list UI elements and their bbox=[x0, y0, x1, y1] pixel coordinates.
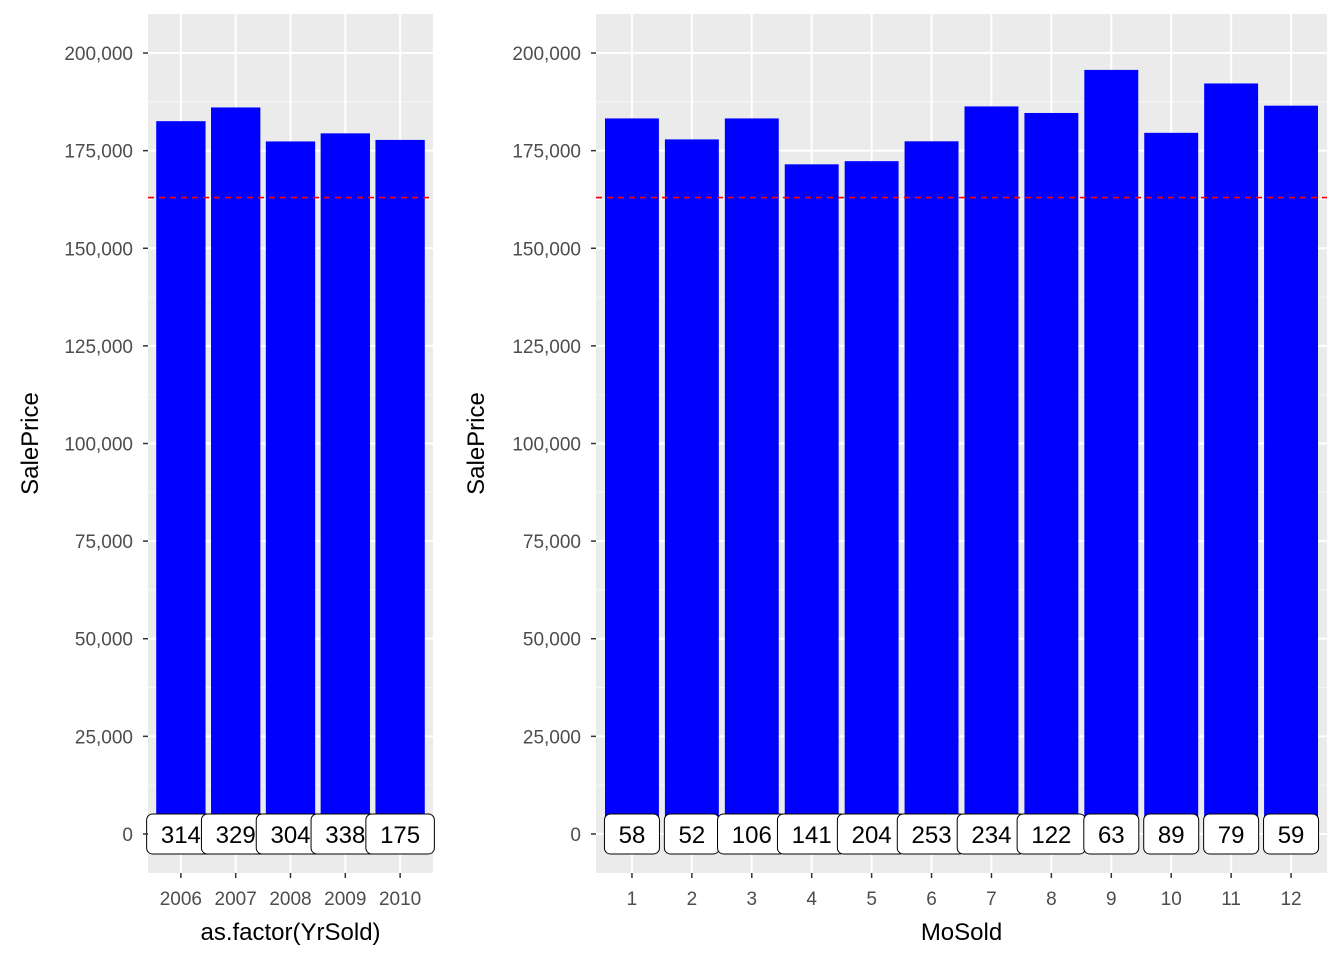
chart-mosold: 58 52 106 141 204 253 234 122 63 89 79 59025,00050,… bbox=[463, 14, 1327, 946]
x-axis-title: as.factor(YrSold) bbox=[200, 919, 380, 946]
count-label: 204 bbox=[852, 822, 892, 849]
y-axis-title: SalePrice bbox=[17, 392, 44, 495]
count-label: 79 bbox=[1218, 822, 1245, 849]
bar-12 bbox=[1264, 105, 1319, 834]
chart-yrsold: 314 329 304 338 175 0 25,000 50,000 75,000 100,00… bbox=[17, 14, 435, 946]
count-label: 338 bbox=[325, 822, 365, 849]
x-tick-label: 9 bbox=[1106, 889, 1117, 910]
x-tick-label: 8 bbox=[1046, 889, 1057, 910]
bar-3 bbox=[724, 118, 779, 834]
bar-2010 bbox=[375, 139, 425, 834]
count-label: 106 bbox=[732, 822, 772, 849]
x-tick-label: 2 bbox=[687, 889, 698, 910]
x-tick-label: 10 bbox=[1161, 889, 1182, 910]
bar-8 bbox=[1024, 112, 1079, 834]
bar-7 bbox=[964, 106, 1019, 834]
y-tick-label: 100,000 bbox=[64, 435, 133, 456]
y-axis-title: SalePrice bbox=[463, 392, 490, 495]
count-label-box bbox=[1083, 813, 1140, 855]
y-tick-label: 50,000 bbox=[523, 630, 581, 651]
y-tick-label: 100,000 bbox=[512, 435, 581, 456]
x-tick-label: 1 bbox=[627, 889, 638, 910]
count-label-box bbox=[1263, 813, 1320, 855]
count-label: 329 bbox=[216, 822, 256, 849]
y-tick-label: 75,000 bbox=[523, 532, 581, 553]
bar-10 bbox=[1144, 132, 1199, 834]
y-tick-label: 25,000 bbox=[523, 727, 581, 748]
x-tick-label: 2010 bbox=[379, 889, 421, 910]
bar-5 bbox=[844, 161, 899, 834]
count-label-box bbox=[1203, 813, 1260, 855]
count-label: 63 bbox=[1098, 822, 1125, 849]
y-tick-label: 175,000 bbox=[512, 142, 581, 163]
bar-2006 bbox=[156, 121, 206, 834]
x-tick-label: 5 bbox=[866, 889, 877, 910]
count-label: 52 bbox=[679, 822, 706, 849]
x-tick-label: 12 bbox=[1280, 889, 1301, 910]
count-label: 58 bbox=[619, 822, 646, 849]
bar-11 bbox=[1204, 83, 1259, 834]
bar-4 bbox=[784, 164, 839, 834]
x-tick-label: 7 bbox=[986, 889, 997, 910]
y-tick-label: 75,000 bbox=[75, 532, 133, 553]
count-label-box bbox=[603, 813, 660, 855]
y-tick-label: 200,000 bbox=[64, 44, 133, 65]
x-tick-label: 4 bbox=[806, 889, 817, 910]
count-label: 122 bbox=[1031, 822, 1071, 849]
bar-2009 bbox=[320, 133, 370, 834]
x-axis-title: MoSold bbox=[921, 919, 1002, 946]
count-label: 304 bbox=[270, 822, 310, 849]
count-label: 89 bbox=[1158, 822, 1185, 849]
y-tick-label: 200,000 bbox=[512, 44, 581, 65]
x-tick-label: 2009 bbox=[324, 889, 366, 910]
bar-6 bbox=[904, 141, 959, 834]
y-tick-label: 150,000 bbox=[64, 239, 133, 260]
y-tick-label: 125,000 bbox=[64, 337, 133, 358]
count-label: 59 bbox=[1278, 822, 1305, 849]
y-tick-label: 150,000 bbox=[512, 239, 581, 260]
count-label-box bbox=[365, 813, 435, 855]
x-tick-label: 6 bbox=[926, 889, 937, 910]
x-tick-label: 2008 bbox=[269, 889, 311, 910]
y-tick-label: 175,000 bbox=[64, 142, 133, 163]
bar-2008 bbox=[265, 141, 316, 834]
bar-2 bbox=[664, 139, 719, 834]
count-label: 314 bbox=[161, 822, 201, 849]
bar-2007 bbox=[211, 107, 261, 834]
x-tick-label: 2007 bbox=[215, 889, 257, 910]
y-tick-label: 50,000 bbox=[75, 630, 133, 651]
count-label: 175 bbox=[380, 822, 420, 849]
y-tick-label: 0 bbox=[570, 825, 581, 846]
count-label: 253 bbox=[912, 822, 952, 849]
bar-1 bbox=[604, 118, 659, 834]
y-tick-label: 0 bbox=[122, 825, 133, 846]
x-tick-label: 2006 bbox=[160, 889, 202, 910]
count-label: 234 bbox=[971, 822, 1011, 849]
x-tick-label: 3 bbox=[746, 889, 757, 910]
count-label: 141 bbox=[792, 822, 832, 849]
y-tick-label: 25,000 bbox=[75, 727, 133, 748]
y-tick-label: 125,000 bbox=[512, 337, 581, 358]
bar-9 bbox=[1084, 69, 1139, 834]
x-tick-label: 11 bbox=[1221, 889, 1241, 910]
count-label-box bbox=[1143, 813, 1200, 855]
